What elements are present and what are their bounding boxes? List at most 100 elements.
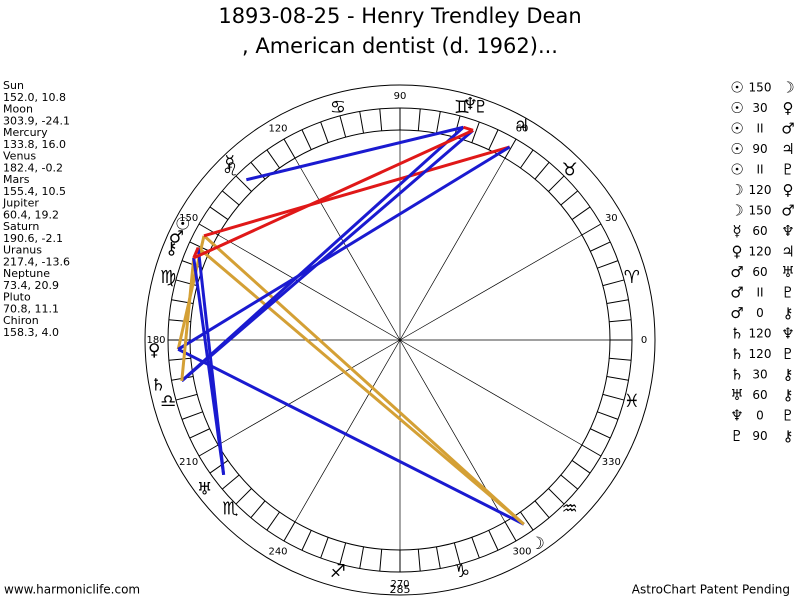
planet-name: Venus bbox=[3, 150, 36, 163]
title-line: 1893-08-25 - Henry Trendley Dean bbox=[218, 4, 581, 28]
ring-tick bbox=[504, 521, 517, 542]
planet-position: 155.4, 10.5 bbox=[3, 185, 66, 198]
planet-glyph: ♃ bbox=[514, 116, 529, 136]
planet-position: 217.4, -13.6 bbox=[3, 256, 70, 269]
ring-tick bbox=[235, 488, 252, 505]
planet-glyph: ♇ bbox=[473, 98, 488, 118]
planet-position: 70.8, 11.1 bbox=[3, 303, 59, 316]
aspect-from: ♆ bbox=[730, 407, 743, 425]
planet-glyph: ⚷ bbox=[165, 239, 177, 259]
aspect-to: ♆ bbox=[781, 222, 794, 240]
ring-tick bbox=[488, 129, 499, 150]
ring-tick bbox=[175, 393, 198, 401]
spoke bbox=[217, 339, 401, 446]
ring-tick bbox=[606, 299, 629, 305]
ring-tick bbox=[435, 546, 441, 569]
aspect-type: 120 bbox=[749, 245, 772, 259]
aspect-to: ♆ bbox=[781, 325, 794, 343]
ring-tick bbox=[597, 411, 619, 420]
aspect-type: 30 bbox=[752, 101, 767, 115]
ring-tick bbox=[359, 111, 365, 134]
aspect-type: 120 bbox=[749, 327, 772, 341]
ring-tick bbox=[609, 319, 632, 323]
ring-tick bbox=[189, 241, 210, 252]
spoke bbox=[217, 234, 401, 341]
degree-label: 300 bbox=[512, 546, 531, 557]
ring-tick bbox=[504, 138, 517, 159]
spoke bbox=[399, 157, 506, 341]
aspect-line bbox=[193, 128, 474, 260]
ring-tick bbox=[359, 546, 365, 569]
ring-tick bbox=[339, 115, 347, 138]
planet-position: 303.9, -24.1 bbox=[3, 115, 70, 128]
aspect-type: 60 bbox=[752, 388, 767, 402]
footer-left: www.harmoniclife.com bbox=[4, 583, 140, 597]
sign-glyph: ♍ bbox=[160, 267, 176, 288]
ring-tick bbox=[571, 460, 591, 474]
ring-tick bbox=[590, 241, 611, 252]
footer-right: AstroChart Patent Pending bbox=[632, 583, 790, 597]
aspect-type: 90 bbox=[752, 429, 767, 443]
planet-name: Pluto bbox=[3, 291, 31, 304]
degree-label: 210 bbox=[179, 457, 198, 468]
aspect-to: ⚷ bbox=[783, 427, 794, 445]
planet-name: Mars bbox=[3, 173, 30, 186]
sign-glyph: ♑ bbox=[454, 561, 470, 582]
aspect-type: 0 bbox=[756, 409, 764, 423]
planet-glyph: ♅ bbox=[197, 479, 212, 499]
ring-tick bbox=[534, 500, 550, 519]
degree-label: 30 bbox=[605, 213, 618, 224]
ring-tick bbox=[453, 542, 461, 565]
ring-tick bbox=[602, 393, 625, 401]
planet-glyph: ♄ bbox=[151, 375, 166, 395]
aspect-from: ♄ bbox=[730, 366, 743, 384]
planet-position: 182.4, -0.2 bbox=[3, 162, 63, 175]
aspect-to: ♂ bbox=[781, 202, 794, 220]
aspect-to: ♃ bbox=[781, 140, 794, 158]
aspect-to: ♇ bbox=[781, 161, 794, 179]
aspect-to: ♇ bbox=[781, 284, 794, 302]
ring-tick bbox=[560, 190, 579, 206]
planet-glyph: ♂ bbox=[169, 228, 184, 248]
sign-glyph: ♌ bbox=[222, 159, 238, 180]
planet-name: Saturn bbox=[3, 220, 39, 233]
ring-tick bbox=[417, 549, 421, 572]
aspect-to: ♀ bbox=[783, 181, 794, 199]
ring-tick bbox=[320, 537, 329, 559]
ring-tick bbox=[571, 206, 591, 220]
ring-tick bbox=[339, 542, 347, 565]
ring-tick bbox=[235, 175, 252, 192]
planet-glyph: ☽ bbox=[530, 534, 545, 554]
ring-tick bbox=[168, 357, 191, 361]
title-line: , American dentist (d. 1962)... bbox=[242, 34, 558, 58]
ring-tick bbox=[283, 521, 296, 542]
degree-label: 240 bbox=[268, 546, 287, 557]
aspect-type: 60 bbox=[752, 265, 767, 279]
aspect-from: ☽ bbox=[730, 202, 743, 220]
degree-label: 330 bbox=[602, 457, 621, 468]
outer-circle bbox=[144, 84, 656, 596]
aspect-type: 150 bbox=[749, 204, 772, 218]
degree-label: 60 bbox=[516, 124, 529, 135]
planet-glyph: ♆ bbox=[463, 94, 478, 114]
planet-position: 190.6, -2.1 bbox=[3, 232, 63, 245]
aspect-from: ☉ bbox=[730, 140, 743, 158]
ring-tick bbox=[471, 121, 480, 143]
aspect-from: ☽ bbox=[730, 181, 743, 199]
planet-position: 73.4, 20.9 bbox=[3, 279, 59, 292]
aspect-from: ☉ bbox=[730, 120, 743, 138]
sign-glyph: ♎ bbox=[160, 391, 176, 412]
aspect-type: 120 bbox=[749, 183, 772, 197]
aspect-to: ⚷ bbox=[783, 366, 794, 384]
aspect-from: ♂ bbox=[730, 284, 743, 302]
aspect-to: ⚷ bbox=[783, 386, 794, 404]
aspect-line bbox=[203, 145, 511, 238]
sign-glyph: ♒ bbox=[562, 499, 578, 520]
planet-name: Jupiter bbox=[2, 197, 39, 210]
aspect-type: 30 bbox=[752, 368, 767, 382]
aspect-line bbox=[177, 145, 511, 351]
planet-name: Neptune bbox=[3, 267, 50, 280]
aspect-from: ♄ bbox=[730, 345, 743, 363]
aspect-type: 60 bbox=[752, 224, 767, 238]
planet-position: 60.4, 19.2 bbox=[3, 209, 59, 222]
